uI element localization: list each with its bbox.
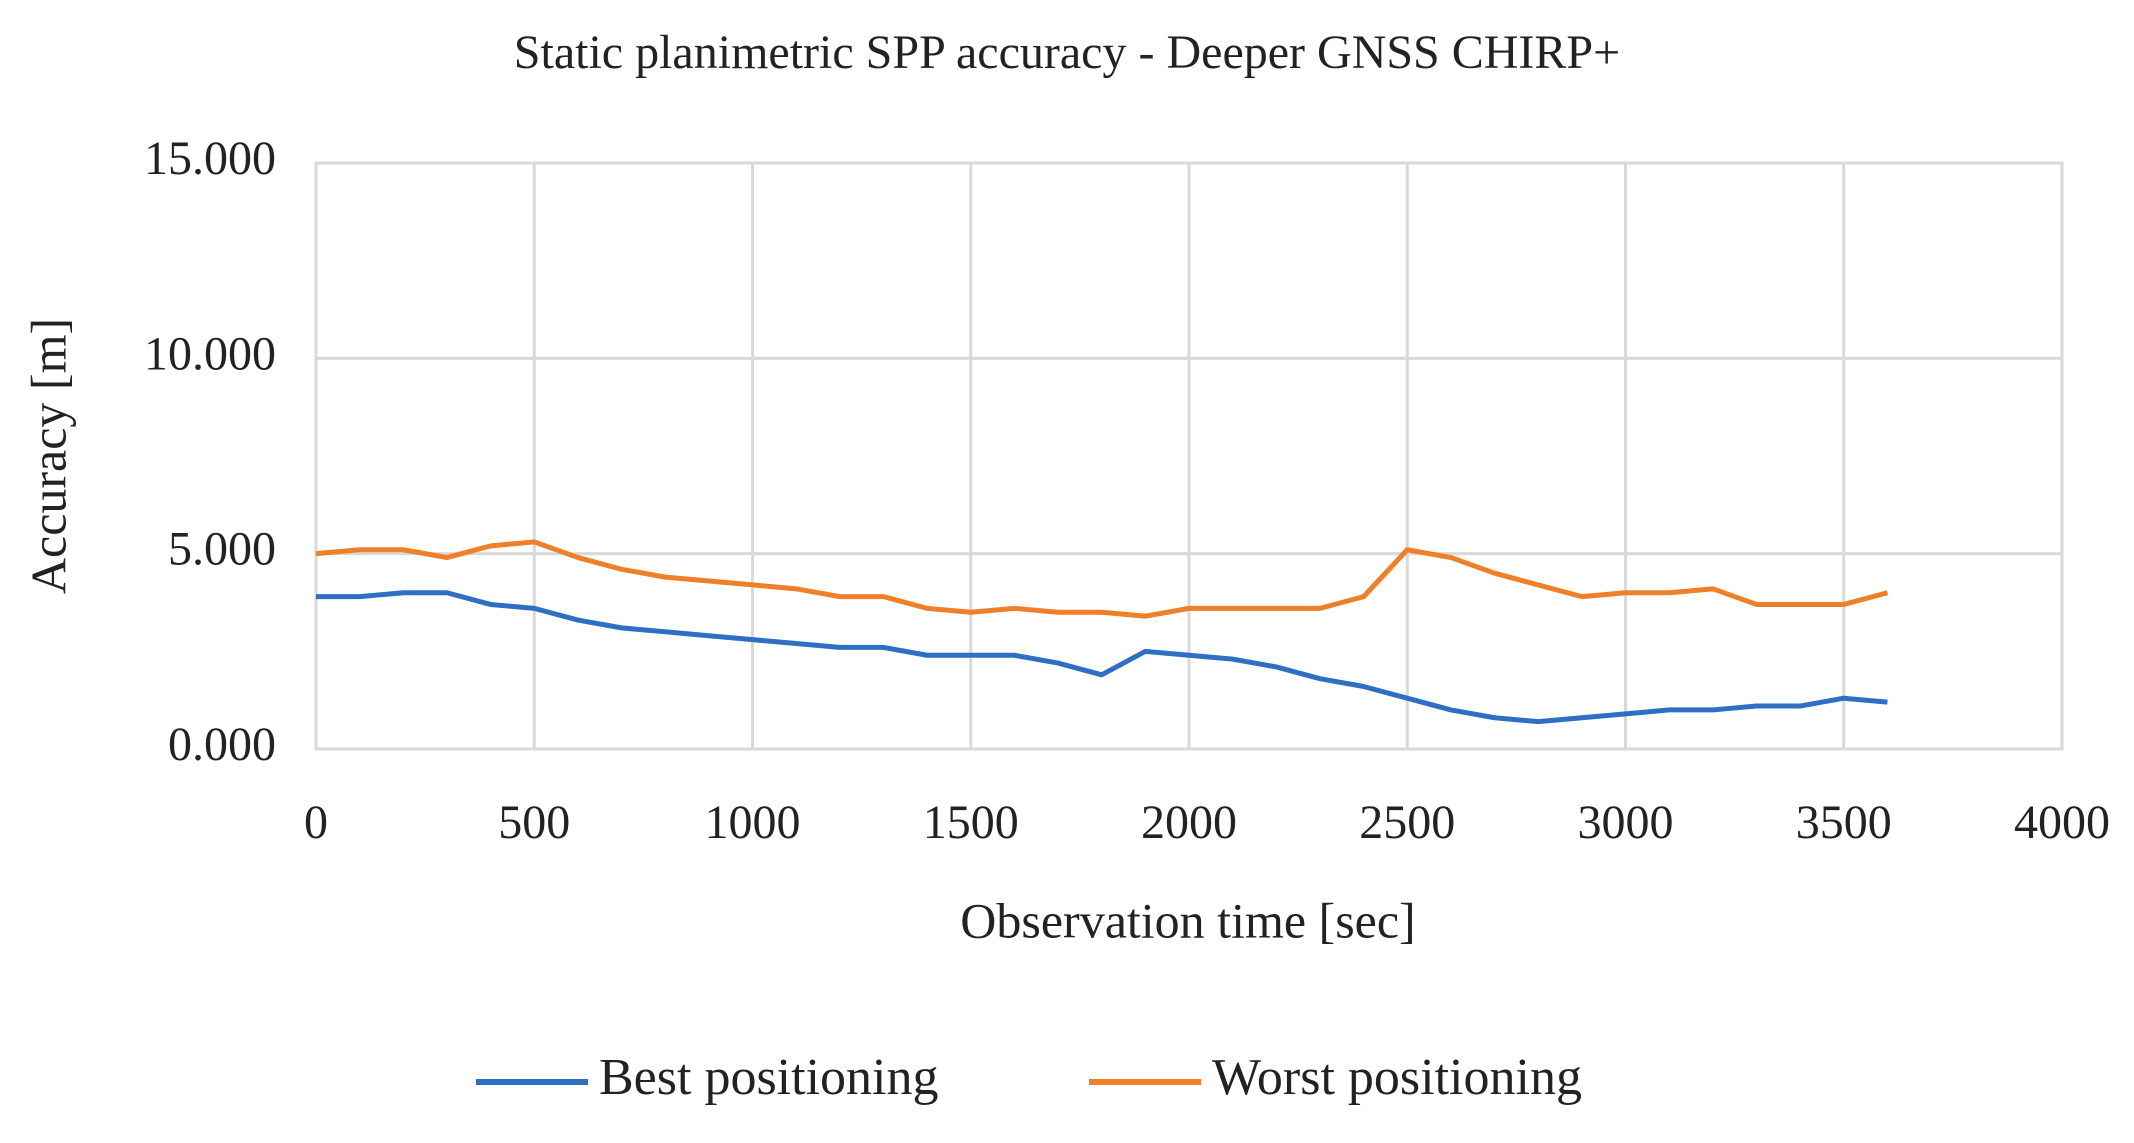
x-tick-label: 500: [498, 796, 570, 849]
data-line: [316, 590, 1888, 725]
y-tick-label: 15.000: [144, 132, 276, 185]
x-axis-label: Observation time [sec]: [960, 892, 1415, 948]
x-tick-label: 4000: [2014, 796, 2110, 849]
legend-label: Worst positioning: [1212, 1049, 1582, 1106]
chart-title: Static planimetric SPP accuracy - Deeper…: [514, 26, 1620, 79]
x-tick-label: 2500: [1359, 796, 1455, 849]
legend-label: Best positioning: [599, 1049, 938, 1106]
x-tick-label: 0: [304, 796, 328, 849]
x-tick-label: 1000: [705, 796, 801, 849]
y-tick-label: 5.000: [168, 523, 276, 576]
y-axis-label: Accuracy [m]: [20, 318, 76, 594]
y-tick-label: 0.000: [168, 718, 276, 771]
x-tick-label: 3000: [1578, 796, 1674, 849]
y-tick-label: 10.000: [144, 327, 276, 380]
x-tick-label: 2000: [1141, 796, 1237, 849]
data-line: [315, 539, 1889, 619]
x-tick-label: 1500: [923, 796, 1019, 849]
x-tick-label: 3500: [1796, 796, 1892, 849]
